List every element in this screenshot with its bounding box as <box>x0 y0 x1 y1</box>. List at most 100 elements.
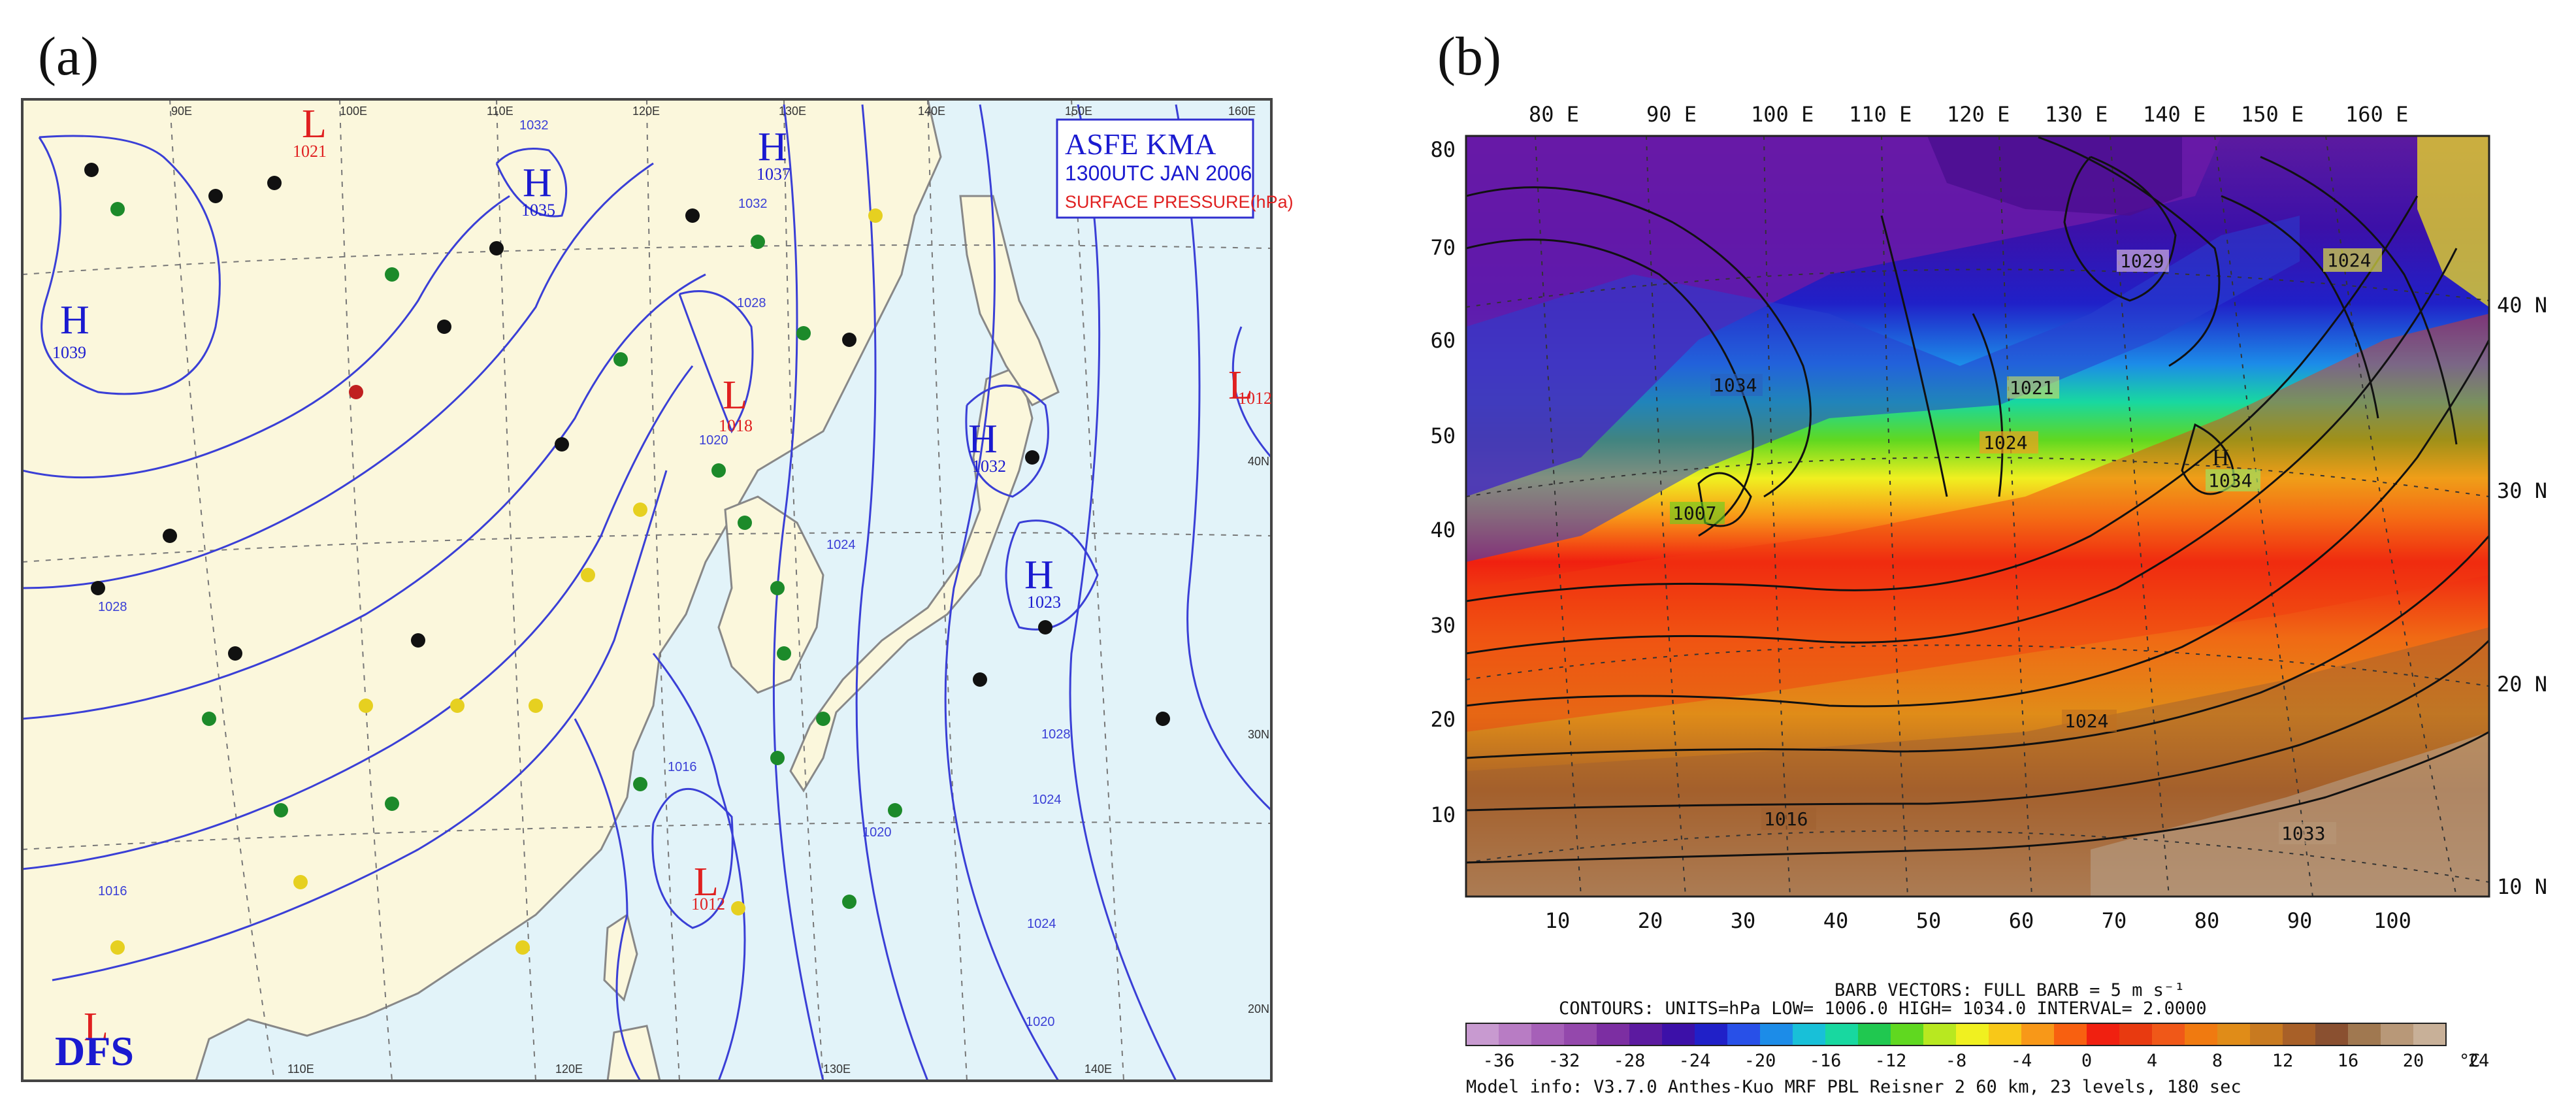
pressure-center: H 1037 <box>757 125 791 184</box>
land-asia <box>22 99 942 1081</box>
land-korea <box>717 495 824 694</box>
land-philippines <box>606 1025 661 1081</box>
lat-label: 20N <box>1248 1002 1269 1015</box>
cold-core-region <box>1466 136 2221 497</box>
colorbar-swatch <box>1662 1023 1695 1046</box>
lon-label: 90E <box>171 105 192 118</box>
colorbar-tick-label: 16 <box>2338 1051 2359 1071</box>
x-label: 20 <box>1638 908 1663 933</box>
pressure-center-value: 1039 <box>52 343 86 362</box>
isobar-label: 1020 <box>1026 1015 1055 1029</box>
contour-label: 1034 <box>1710 374 1763 396</box>
land-hokkaido-sakhalin <box>959 195 1060 406</box>
lat-label: 10 N <box>2497 874 2547 899</box>
colorbar-tick-label: -16 <box>1810 1051 1842 1071</box>
colorbar-swatch <box>1956 1023 1989 1046</box>
pressure-center: H 1035 <box>521 161 555 220</box>
x-label: 40 <box>1823 908 1849 933</box>
lon-label: 80 E <box>1529 102 1579 127</box>
station-plots <box>84 163 1170 955</box>
model-info: Model info: V3.7.0 Anthes-Kuo MRF PBL Re… <box>1466 1077 2242 1097</box>
y-label: 50 <box>1430 423 1456 448</box>
colorbar-swatch <box>2283 1023 2316 1046</box>
panel-a-frame <box>21 98 1273 1082</box>
isobar-label: 1020 <box>862 825 892 840</box>
contour-label: 1033 <box>2279 822 2336 844</box>
colorbar-tick-label: 20 <box>2403 1051 2424 1071</box>
lon-label: 160 E <box>2345 102 2408 127</box>
colorbar-swatch <box>2119 1023 2153 1046</box>
lat-label: 20 N <box>2497 672 2547 697</box>
lon-label: 160E <box>1228 105 1256 118</box>
map-header-time: 1300UTC JAN 2006 <box>1065 161 1252 185</box>
pressure-center-value: 1018 <box>719 416 753 435</box>
pressure-center-type: L <box>1228 363 1253 408</box>
map-header-field: SURFACE PRESSURE(hPa) <box>1065 192 1294 212</box>
y-label: 60 <box>1430 328 1456 353</box>
graticule-b <box>1466 136 2489 897</box>
panel-a-lon-labels-top: 90E 100E 110E 120E 130E 140E 150E 160E <box>171 105 1256 118</box>
contour-label: 1024 <box>2323 248 2382 272</box>
isobar-label: 1024 <box>1032 793 1062 807</box>
contour-label-text: 1024 <box>1983 432 2027 453</box>
isobar-label: 1028 <box>98 600 127 614</box>
colorbar-swatch <box>1597 1023 1630 1046</box>
contour-label: 1016 <box>1761 808 1816 830</box>
panel-a-lon-labels-bottom: 110E 120E 130E 140E <box>287 1062 1112 1076</box>
panel-a-lat-labels: 40N 30N 20N <box>1248 455 1269 1015</box>
colorbar-swatch <box>2087 1023 2120 1046</box>
pressure-center-type: H <box>1024 553 1054 597</box>
pressure-contours <box>1466 136 2489 864</box>
barb-caption: BARB VECTORS: FULL BARB = 5 m s⁻¹ <box>1834 980 2185 1000</box>
isobar-label: 1020 <box>699 433 728 448</box>
isobar-label: 1028 <box>737 296 766 310</box>
colorbar-tick-label: 4 <box>2147 1051 2157 1071</box>
colorbar-swatch <box>2185 1023 2218 1046</box>
isobar-labels: 1032 1028 1024 1020 1016 1028 1024 1016 … <box>98 118 1071 1029</box>
colorbar-tick-label: -36 <box>1483 1051 1515 1071</box>
x-label: 90 <box>2287 908 2313 933</box>
lon-label: 130E <box>823 1062 851 1076</box>
colorbar-tick-label: -4 <box>2011 1051 2032 1071</box>
colorbar-unit: °C <box>2459 1051 2481 1071</box>
colorbar-swatch <box>2054 1023 2087 1046</box>
pressure-center-type: H <box>758 125 787 169</box>
lon-label: 120 E <box>1947 102 2010 127</box>
lon-label: 140E <box>918 105 945 118</box>
lon-label: 140E <box>1084 1062 1112 1076</box>
pressure-center-value: 1032 <box>972 457 1006 476</box>
isobar-label: 1024 <box>826 538 856 552</box>
pressure-center: L 1012 <box>691 860 725 914</box>
lon-label: 100 E <box>1751 102 1814 127</box>
colorbar-tick-label: -12 <box>1875 1051 1907 1071</box>
graticule <box>22 99 1271 1081</box>
colorbar-tick-label: 0 <box>2081 1051 2092 1071</box>
lon-label: 90 E <box>1646 102 1697 127</box>
contour-label-text: 1024 <box>2064 710 2108 732</box>
contour-label-text: 1024 <box>2327 250 2371 271</box>
yellow-tail-east <box>2417 136 2489 307</box>
lat-label: 40N <box>1248 455 1269 468</box>
colorbar-swatch <box>1923 1023 1957 1046</box>
pressure-systems: H 1039 L 1021 H 1035 H 1037 L 1018 H 103… <box>52 102 1272 1049</box>
colorbar-tick-label: -8 <box>1946 1051 1967 1071</box>
pressure-center: H 1032 <box>968 417 1006 476</box>
pressure-center-value: 1037 <box>757 165 791 184</box>
colorbar-tick-label: 12 <box>2272 1051 2294 1071</box>
x-label: 50 <box>1916 908 1942 933</box>
lon-label: 130 E <box>2045 102 2108 127</box>
colorbar-swatch <box>1531 1023 1565 1046</box>
x-label: 10 <box>1545 908 1571 933</box>
colorbar-tick-label: -20 <box>1744 1051 1776 1071</box>
lon-label: 150E <box>1065 105 1092 118</box>
map-header-box <box>1056 118 1254 219</box>
colorbar-swatch <box>2381 1023 2414 1046</box>
pressure-center-type: L <box>84 1005 108 1049</box>
colorbar-frame <box>1465 1023 2447 1046</box>
lon-label: 140 E <box>2143 102 2206 127</box>
colorbar-swatch <box>1825 1023 1859 1046</box>
x-label: 100 <box>2373 908 2411 933</box>
lon-label: 110E <box>487 105 514 118</box>
pressure-center-type: H <box>523 161 552 205</box>
